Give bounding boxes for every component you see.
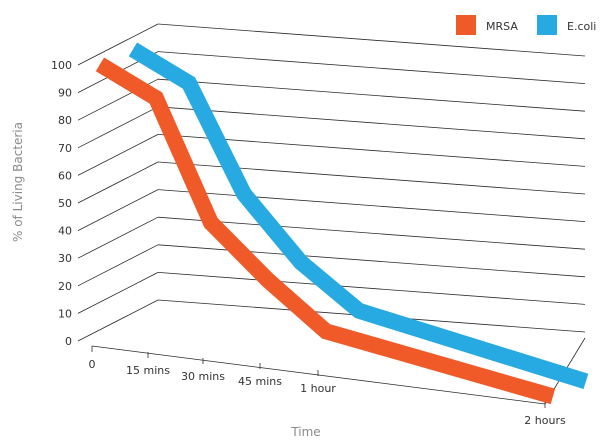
series-line-e-coli: [128, 42, 589, 390]
legend-label: E.coli: [567, 20, 596, 33]
grid-depth-line: [77, 216, 159, 259]
grid-line: [157, 106, 586, 140]
grid-depth-line: [77, 299, 159, 342]
series-line-mrsa: [95, 57, 556, 405]
x-tick-label: 0: [89, 358, 96, 371]
legend: MRSA E.coli: [456, 15, 596, 35]
grid-depth-line: [77, 23, 159, 66]
x-tick-label: 15 mins: [126, 364, 170, 377]
legend-swatch: [537, 15, 557, 35]
grid-depth-line: [77, 244, 159, 287]
grid-line: [157, 272, 586, 305]
y-tick-label: 80: [58, 114, 72, 127]
y-tick-label: 10: [58, 307, 72, 320]
x-axis-title: Time: [290, 425, 320, 439]
grid-line: [157, 216, 586, 250]
y-tick-label: 50: [58, 197, 72, 210]
grid-line: [157, 23, 586, 57]
legend-swatch: [456, 15, 476, 35]
grid-line: [157, 134, 586, 167]
grid-depth-line: [77, 272, 159, 314]
x-tick-label: 30 mins: [181, 370, 225, 383]
y-tick-label: 30: [58, 252, 72, 265]
y-axis-title: % of Living Bacteria: [11, 122, 25, 242]
y-tick-label: 90: [58, 87, 72, 100]
y-tick-label: 40: [58, 225, 72, 238]
y-tick-label: 0: [65, 335, 72, 348]
grid-line: [157, 78, 586, 112]
y-tick-label: 70: [58, 142, 72, 155]
y-tick-label: 100: [51, 59, 72, 72]
grid-depth-line: [77, 161, 159, 204]
y-tick-label: 60: [58, 169, 72, 182]
grid-line: [157, 244, 586, 278]
grid-depth-line: [77, 189, 159, 231]
legend-label: MRSA: [486, 20, 518, 33]
x-tick-label: 2 hours: [524, 414, 566, 427]
x-tick-label: 1 hour: [300, 382, 336, 395]
x-axis-line: [91, 345, 546, 405]
y-tick-label: 20: [58, 280, 72, 293]
grid-depth-line: [77, 106, 159, 149]
grid-depth-line: [77, 134, 159, 176]
x-tick-label: 45 mins: [238, 375, 282, 388]
grid-line: [157, 51, 586, 84]
label-layer: 0 10 20 30 40 50 60 70 80 90 100 0 15 mins 30 mins 45 …: [51, 59, 566, 427]
series-layer: [95, 42, 589, 405]
grid-line: [157, 189, 586, 222]
